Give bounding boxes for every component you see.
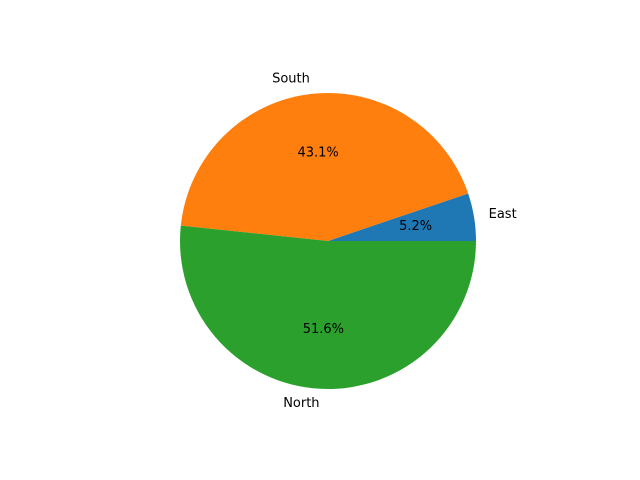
slice-pct-label-north: 51.6% [303,322,344,337]
slice-label-south: South [272,72,310,87]
pie-slices [180,93,476,390]
slice-label-north: North [283,396,319,411]
slice-pct-label-east: 5.2% [399,219,432,234]
slice-label-east: East [489,207,517,222]
pie-labels: East 5.2% South 43.1% North 51.6% [272,72,517,411]
pie-slice-south [180,93,469,241]
pie-slice-east [328,193,476,241]
pie-slice-north [180,225,476,390]
slice-pct-label-south: 43.1% [297,145,338,160]
